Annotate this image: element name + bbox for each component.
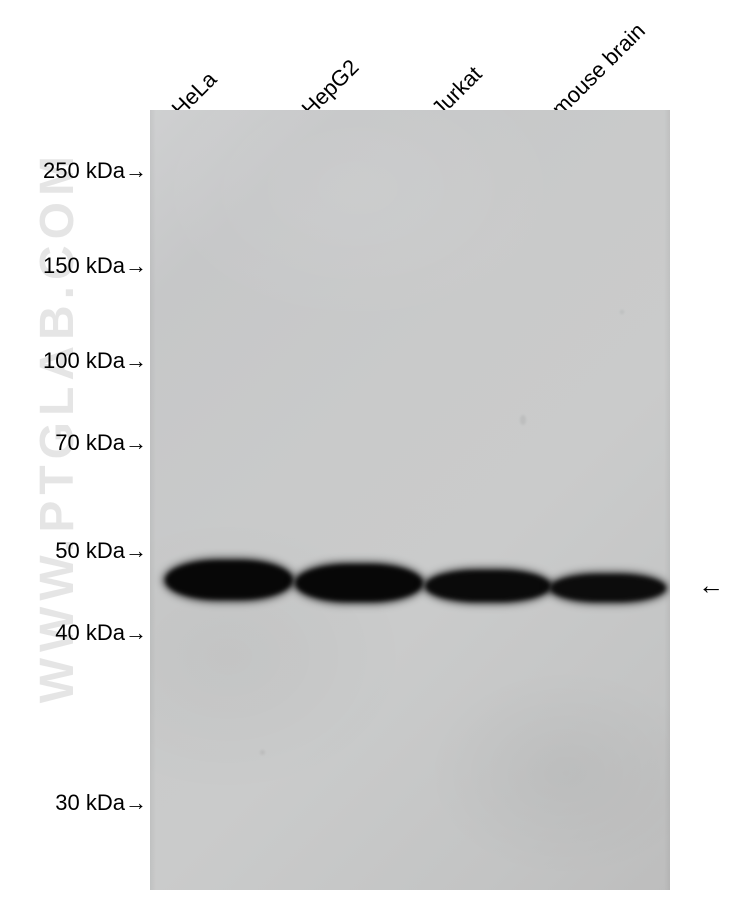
western-blot-membrane (150, 110, 670, 890)
protein-band (165, 560, 293, 600)
membrane-edge (150, 110, 156, 890)
marker-label: 70 kDa→ (55, 430, 145, 456)
protein-band (550, 574, 666, 602)
marker-label: 40 kDa→ (55, 620, 145, 646)
arrow-left-icon: ← (698, 570, 724, 600)
marker-label-text: 40 kDa (55, 620, 125, 645)
marker-label: 250 kDa→ (43, 158, 145, 184)
marker-label: 100 kDa→ (43, 348, 145, 374)
band-indicator-arrow-icon: ← (698, 570, 724, 601)
marker-label-text: 50 kDa (55, 538, 125, 563)
protein-band (425, 570, 551, 602)
artifact-speck (520, 415, 526, 425)
marker-label-text: 100 kDa (43, 348, 125, 373)
arrow-right-icon: → (125, 430, 145, 456)
arrow-right-icon: → (125, 790, 145, 816)
marker-label: 50 kDa→ (55, 538, 145, 564)
protein-band (295, 564, 423, 602)
arrow-right-icon: → (125, 538, 145, 564)
marker-label: 30 kDa→ (55, 790, 145, 816)
arrow-right-icon: → (125, 348, 145, 374)
arrow-right-icon: → (125, 158, 145, 184)
marker-label-text: 150 kDa (43, 253, 125, 278)
artifact-speck (260, 750, 265, 755)
marker-label-text: 30 kDa (55, 790, 125, 815)
artifact-speck (620, 310, 624, 314)
lane-label: mouse brain (547, 18, 651, 122)
lane-label-text: mouse brain (547, 18, 650, 121)
arrow-right-icon: → (125, 620, 145, 646)
marker-label-text: 250 kDa (43, 158, 125, 183)
arrow-right-icon: → (125, 253, 145, 279)
marker-label: 150 kDa→ (43, 253, 145, 279)
membrane-edge (664, 110, 670, 890)
marker-label-text: 70 kDa (55, 430, 125, 455)
figure-container: HeLa HepG2 Jurkat mouse brain 250 kDa→ 1… (0, 0, 730, 903)
